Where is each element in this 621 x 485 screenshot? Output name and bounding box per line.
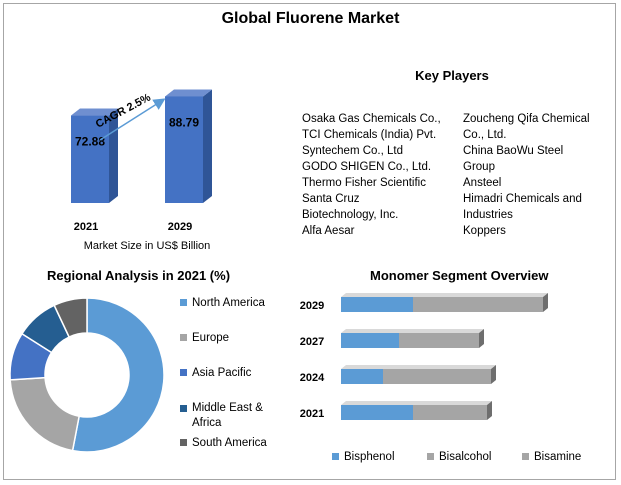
key-players-title: Key Players xyxy=(415,68,489,83)
legend-swatch xyxy=(180,405,187,412)
legend-label: Bisamine xyxy=(534,451,582,463)
legend-swatch xyxy=(427,453,434,461)
legend-item: North America xyxy=(180,296,275,311)
key-player-line: TCI Chemicals (India) Pvt. xyxy=(302,129,437,141)
key-player-line: Alfa Aesar xyxy=(302,225,355,237)
legend-swatch xyxy=(332,453,339,461)
legend-label: South America xyxy=(192,437,267,449)
regional-title: Regional Analysis in 2021 (%) xyxy=(47,268,231,283)
chart-frame xyxy=(3,3,616,480)
legend-label: Bisalcohol xyxy=(439,451,492,463)
legend-swatch xyxy=(180,299,187,307)
key-player-line: Group xyxy=(463,161,495,173)
legend-item: Middle East & Africa xyxy=(180,401,275,431)
key-player-line: Zoucheng Qifa Chemical xyxy=(463,113,590,125)
key-player-line: Industries xyxy=(463,209,513,221)
legend-item: Europe xyxy=(180,331,275,346)
legend-item: Asia Pacific xyxy=(180,366,275,381)
key-player-line: Biotechnology, Inc. xyxy=(302,209,399,221)
legend-swatch xyxy=(522,453,529,461)
key-player-line: China BaoWu Steel xyxy=(463,145,564,157)
key-players-column-2: Zoucheng Qifa Chemical Co., Ltd. China Bao… xyxy=(463,111,590,239)
key-player-line: Syntechem Co., Ltd xyxy=(302,145,403,157)
legend-swatch xyxy=(180,369,187,377)
key-player-line: Osaka Gas Chemicals Co., xyxy=(302,113,441,125)
legend-item: Bisphenol xyxy=(332,450,395,465)
key-player-line: Himadri Chemicals and xyxy=(463,193,582,205)
key-player-line: Thermo Fisher Scientific xyxy=(302,177,426,189)
legend-label: Middle East & Africa xyxy=(192,402,263,429)
key-players-column-1: Osaka Gas Chemicals Co., TCI Chemicals (I… xyxy=(302,111,441,239)
key-player-line: Ansteel xyxy=(463,177,502,189)
page-title: Global Fluorene Market xyxy=(221,10,400,27)
legend-item: South America xyxy=(180,436,275,451)
key-player-line: Co., Ltd. xyxy=(463,129,507,141)
monomer-title: Monomer Segment Overview xyxy=(370,268,549,283)
key-player-line: Koppers xyxy=(463,225,506,237)
legend-label: North America xyxy=(192,297,265,309)
legend-item: Bisalcohol xyxy=(427,450,491,465)
legend-swatch xyxy=(180,334,187,342)
key-player-line: Santa Cruz xyxy=(302,193,360,205)
legend-swatch xyxy=(180,439,187,447)
legend-label: Bisphenol xyxy=(344,451,395,463)
legend-item: Bisamine xyxy=(522,450,581,465)
key-player-line: GODO SHIGEN Co., Ltd. xyxy=(302,161,432,173)
legend-label: Europe xyxy=(192,332,230,344)
legend-label: Asia Pacific xyxy=(192,367,252,379)
